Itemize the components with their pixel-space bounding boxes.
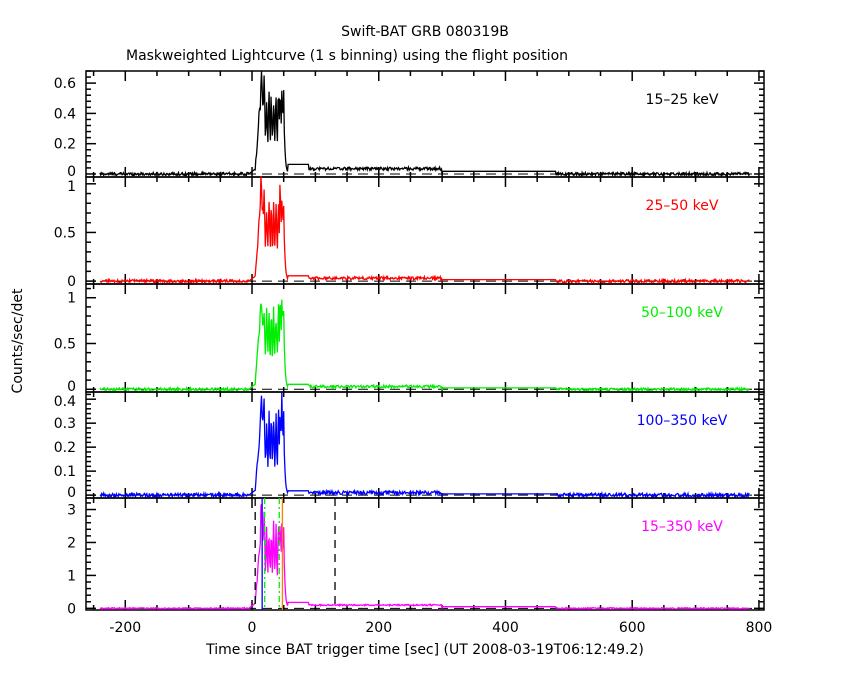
panel-25-50-kev: 0 0.5 1 25–50 keV [54, 176, 765, 290]
y-tick-label: 0.4 [54, 394, 76, 410]
band-label: 50–100 keV [641, 305, 723, 321]
panel-50-100-kev: 0 0.5 1 50–100 keV [54, 283, 765, 395]
x-tick-label: -200 [109, 620, 141, 636]
chart-title: Swift-BAT GRB 080319B [341, 24, 509, 40]
y-tick-label: 0 [67, 274, 76, 290]
y-tick-label: 0.2 [54, 440, 76, 456]
y-tick-label: 0 [67, 379, 76, 395]
y-tick-label: 1 [67, 179, 76, 195]
lightcurve-series [99, 299, 750, 393]
panel-frame [85, 497, 765, 611]
panel-100-350-kev: 0 0.1 0.2 0.3 0.4 100–350 keV [54, 391, 765, 501]
x-tick-label: 0 [248, 620, 257, 636]
panel-frame [85, 176, 765, 285]
y-tick-label: 0 [67, 601, 76, 617]
y-tick-label: 2 [67, 535, 76, 551]
panel-frame [85, 391, 765, 499]
lightcurve-series [99, 71, 750, 178]
x-tick-label: 800 [746, 620, 773, 636]
y-tick-label: 0 [67, 164, 76, 180]
band-label: 15–25 keV [646, 92, 719, 108]
y-axis-label: Counts/sec/det [10, 288, 26, 393]
band-label: 25–50 keV [646, 198, 719, 214]
y-tick-label: 1 [67, 291, 76, 307]
band-label: 100–350 keV [637, 413, 728, 429]
y-tick-label: 3 [67, 503, 76, 519]
x-tick-label: 600 [619, 620, 646, 636]
y-tick-label: 0.1 [54, 464, 76, 480]
y-tick-label: 0.3 [54, 416, 76, 432]
panel-15-350-kev: 0 1 2 3 15–350 keV [67, 497, 765, 617]
band-label: 15–350 keV [641, 519, 723, 535]
y-tick-label: 0.6 [54, 76, 76, 92]
y-tick-label: 0.5 [54, 336, 76, 352]
panel-frame [85, 70, 765, 178]
lightcurve-series [99, 392, 750, 500]
panel-frame [85, 283, 765, 393]
y-tick-label: 1 [67, 568, 76, 584]
panel-15-25-kev: 0 0.2 0.4 0.6 15–25 keV [54, 70, 765, 180]
x-tick-label: 400 [492, 620, 519, 636]
lightcurve-series [99, 503, 750, 611]
lightcurve-series [99, 176, 750, 285]
y-tick-label: 0 [67, 485, 76, 501]
chart-subtitle: Maskweighted Lightcurve (1 s binning) us… [126, 48, 568, 64]
y-tick-label: 0.2 [54, 137, 76, 153]
y-tick-label: 0.4 [54, 106, 76, 122]
x-axis-label: Time since BAT trigger time [sec] (UT 20… [205, 642, 644, 658]
x-tick-label: 200 [365, 620, 392, 636]
y-tick-label: 0.5 [54, 225, 76, 241]
